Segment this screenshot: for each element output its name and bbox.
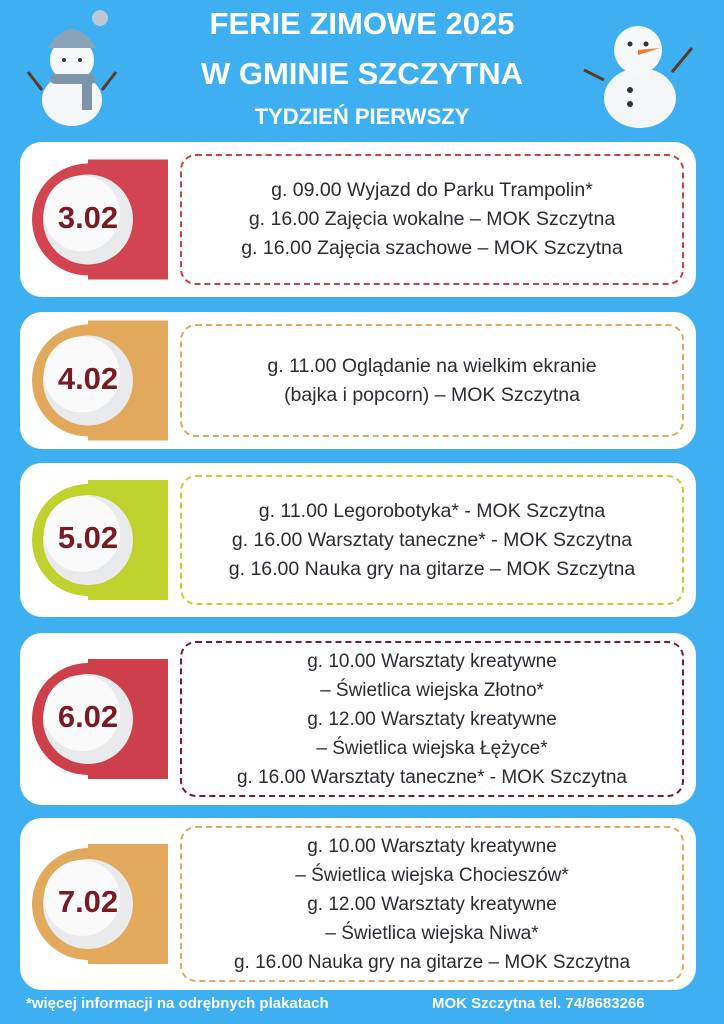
date-badge xyxy=(32,320,168,441)
day-card: 6.02 g. 10.00 Warsztaty kreatywne – Świetl… xyxy=(20,633,696,805)
badge-shine xyxy=(44,496,120,572)
event-line: – Świetlica wiejska Złotno* xyxy=(320,679,544,701)
events: g. 10.00 Warsztaty kreatywne – Świetlica … xyxy=(180,826,684,982)
date-badge xyxy=(32,844,168,964)
date: 4.02 xyxy=(57,360,119,396)
badge-shine xyxy=(44,336,120,413)
event-line: – Świetlica wiejska Łężyce* xyxy=(316,737,548,759)
event-line: g. 16.00 Warsztaty taneczne* - MOK Szczy… xyxy=(231,528,633,551)
event-line: g. 16.00 Warsztaty taneczne* - MOK Szczy… xyxy=(236,766,627,788)
date: 6.02 xyxy=(57,699,119,734)
title-line-2: W GMINIE SZCZYTNA xyxy=(200,56,524,91)
title-line-1: FERIE ZIMOWE 2025 xyxy=(209,6,515,41)
event-line: g. 12.00 Warsztaty kreatywne xyxy=(307,708,557,730)
date: 3.02 xyxy=(57,199,119,235)
event-line: g. 11.00 Legorobotyka* - MOK Szczytna xyxy=(258,499,606,522)
event-line: g. 10.00 Warsztaty kreatywne xyxy=(307,835,557,857)
events: g. 10.00 Warsztaty kreatywne – Świetlica … xyxy=(180,641,684,797)
date: 5.02 xyxy=(57,520,119,555)
event-line: – Świetlica wiejska Chocieszów* xyxy=(295,864,569,886)
events: g. 11.00 Oglądanie na wielkim ekranie (ba… xyxy=(180,324,684,437)
event-line: g. 10.00 Warsztaty kreatywne xyxy=(307,650,557,672)
snowman-right xyxy=(583,26,694,128)
event-line: g. 16.00 Nauka gry na gitarze – MOK Szcz… xyxy=(228,557,636,580)
date-badge xyxy=(32,159,168,280)
day-card: 7.02 g. 10.00 Warsztaty kreatywne – Świetl… xyxy=(20,818,696,990)
event-line: g. 12.00 Warsztaty kreatywne xyxy=(307,893,557,915)
day-card: 4.02 g. 11.00 Oglądanie na wielkim ekrani… xyxy=(20,312,696,449)
event-line: g. 16.00 Nauka gry na gitarze – MOK Szcz… xyxy=(233,951,631,973)
event-line: – Świetlica wiejska Niwa* xyxy=(325,922,539,944)
badge-shine xyxy=(44,860,120,936)
snowman-left xyxy=(26,10,118,126)
event-line: (bajka i popcorn) – MOK Szczytna xyxy=(284,383,580,406)
date-badge xyxy=(32,659,168,779)
footer-note: *więcej informacji na odrębnych plakatac… xyxy=(26,995,329,1012)
event-line: g. 16.00 Zajęcia wokalne – MOK Szczytna xyxy=(248,208,616,230)
date: 7.02 xyxy=(57,884,119,919)
day-card: 5.02 g. 11.00 Legorobotyka* - MOK Szczytn… xyxy=(20,463,696,617)
event-line: g. 16.00 Zajęcia szachowe – MOK Szczytna xyxy=(241,237,623,259)
badge-shine xyxy=(44,175,120,252)
decor xyxy=(26,10,694,128)
footer-contact: MOK Szczytna tel. 74/8683266 xyxy=(432,995,645,1012)
event-line: g. 09.00 Wyjazd do Parku Trampolin* xyxy=(271,179,593,201)
event-line: g. 11.00 Oglądanie na wielkim ekranie xyxy=(267,354,597,377)
events: g. 11.00 Legorobotyka* - MOK Szczytna g. … xyxy=(180,475,684,605)
day-card: 3.02 g. 09.00 Wyjazd do Parku Trampolin* g… xyxy=(20,142,696,297)
badge-shine xyxy=(44,675,120,751)
subtitle: TYDZIEŃ PIERWSZY xyxy=(254,104,470,129)
date-badge xyxy=(32,480,168,600)
events: g. 09.00 Wyjazd do Parku Trampolin* g. 16… xyxy=(180,154,684,285)
